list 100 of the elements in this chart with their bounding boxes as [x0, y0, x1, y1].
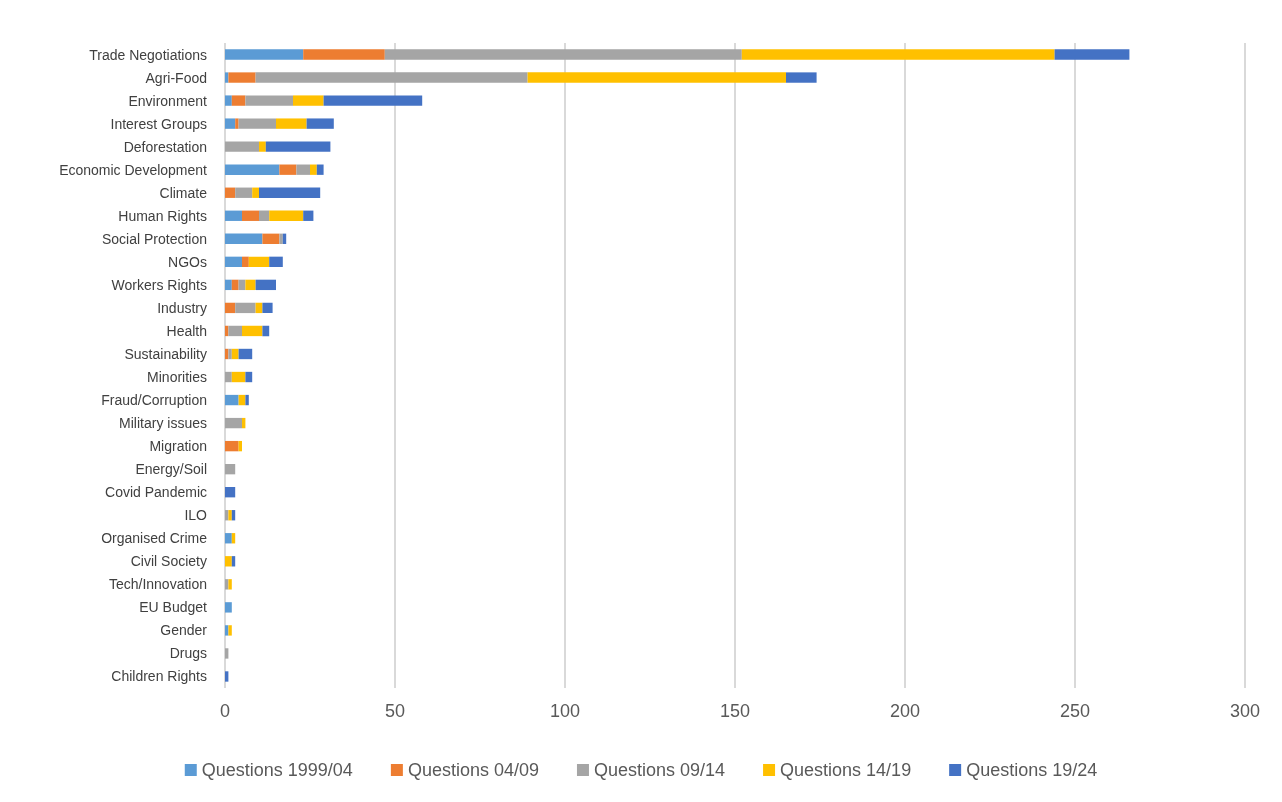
bar: [225, 49, 304, 60]
bar: [384, 49, 742, 60]
y-tick-label: Industry: [157, 299, 207, 316]
y-tick-label: Trade Negotiations: [89, 46, 207, 63]
legend-label: Questions 19/24: [966, 760, 1098, 780]
y-tick-label: ILO: [184, 507, 208, 524]
legend-label: Questions 1999/04: [201, 760, 353, 780]
x-tick-label: 100: [549, 701, 581, 721]
bar: [259, 187, 321, 198]
bar: [231, 348, 239, 360]
y-tick-label: EU Budget: [139, 599, 208, 616]
bar: [225, 394, 239, 406]
x-tick-label: 0: [219, 701, 231, 721]
y-tick-label: NGOs: [168, 253, 207, 270]
bar: [245, 279, 256, 291]
bar: [225, 533, 232, 544]
bar: [248, 256, 270, 268]
x-tick-label: 250: [1059, 701, 1091, 721]
y-tick-label: Migration: [149, 438, 207, 455]
bar: [1054, 49, 1130, 60]
x-tick-label: 300: [1229, 701, 1261, 721]
bar: [235, 187, 253, 198]
y-tick-label: Covid Pandemic: [105, 484, 207, 501]
y-tick-label: Sustainability: [124, 345, 207, 362]
bar: [238, 118, 276, 129]
bar: [238, 348, 253, 360]
legend-label: Questions 09/14: [593, 760, 726, 780]
bar: [245, 394, 249, 406]
bar: [225, 302, 236, 314]
y-tick-label: Military issues: [119, 415, 207, 432]
y-tick-label: Gender: [160, 622, 208, 639]
bar: [225, 72, 229, 83]
bar: [262, 302, 273, 314]
bar: [316, 164, 324, 175]
y-tick-label: Organised Crime: [101, 530, 208, 547]
y-tick-label: Agri-Food: [145, 69, 207, 86]
y-tick-label: Civil Society: [130, 553, 207, 570]
bar: [231, 279, 239, 291]
bar: [225, 210, 242, 221]
bar: [228, 325, 242, 337]
bar: [786, 72, 817, 83]
bar: [225, 118, 236, 129]
bar: [276, 118, 307, 129]
y-tick-label: Drugs: [169, 645, 207, 662]
bar: [235, 118, 239, 129]
bar: [242, 256, 249, 268]
bar: [231, 371, 246, 383]
bar: [225, 164, 280, 175]
bar: [242, 210, 259, 221]
bar: [306, 118, 334, 129]
bar: [255, 72, 528, 83]
y-tick-label: Economic Development: [59, 161, 208, 178]
bar: [242, 325, 263, 337]
bar: [269, 256, 283, 268]
bar: [245, 95, 293, 106]
y-tick-label: Minorities: [147, 369, 207, 386]
y-tick-label: Energy/Soil: [135, 461, 207, 478]
bar: [265, 141, 331, 152]
bar: [259, 141, 266, 152]
bar: [255, 279, 276, 291]
bar: [259, 210, 270, 221]
bar: [225, 371, 232, 383]
x-tick-label: 50: [384, 701, 406, 721]
bar: [225, 233, 263, 244]
bar: [225, 187, 236, 198]
x-tick-label: 150: [719, 701, 751, 721]
bar: [323, 95, 423, 106]
legend-label: Questions 14/19: [780, 760, 912, 780]
bar: [225, 648, 229, 659]
bar: [235, 302, 256, 314]
bar: [225, 279, 232, 291]
bar: [225, 671, 229, 682]
y-tick-label: Health: [166, 322, 207, 339]
bar: [225, 440, 239, 452]
bar: [225, 141, 259, 152]
y-tick-label: Tech/Innovation: [108, 576, 207, 593]
bar: [303, 210, 314, 221]
x-tick-label: 200: [889, 701, 921, 721]
bar: [245, 371, 253, 383]
bar: [741, 49, 1055, 60]
bar: [293, 95, 324, 106]
bar: [225, 417, 242, 429]
bar: [225, 556, 232, 567]
bar: [296, 164, 310, 175]
bar: [303, 49, 385, 60]
bar: [228, 72, 256, 83]
y-tick-label: Workers Rights: [111, 276, 207, 293]
y-tick-label: Fraud/Corruption: [101, 392, 207, 409]
y-tick-label: Children Rights: [111, 668, 207, 685]
bar: [225, 487, 236, 498]
bar: [269, 210, 304, 221]
y-tick-label: Social Protection: [101, 230, 207, 247]
bar: [225, 256, 242, 268]
bar: [225, 463, 236, 475]
y-tick-label: Interest Groups: [110, 115, 207, 132]
y-tick-label: Human Rights: [118, 207, 207, 224]
bar: [279, 164, 297, 175]
legend-label: Questions 04/09: [407, 760, 539, 780]
y-tick-label: Climate: [159, 184, 208, 201]
bar: [527, 72, 786, 83]
